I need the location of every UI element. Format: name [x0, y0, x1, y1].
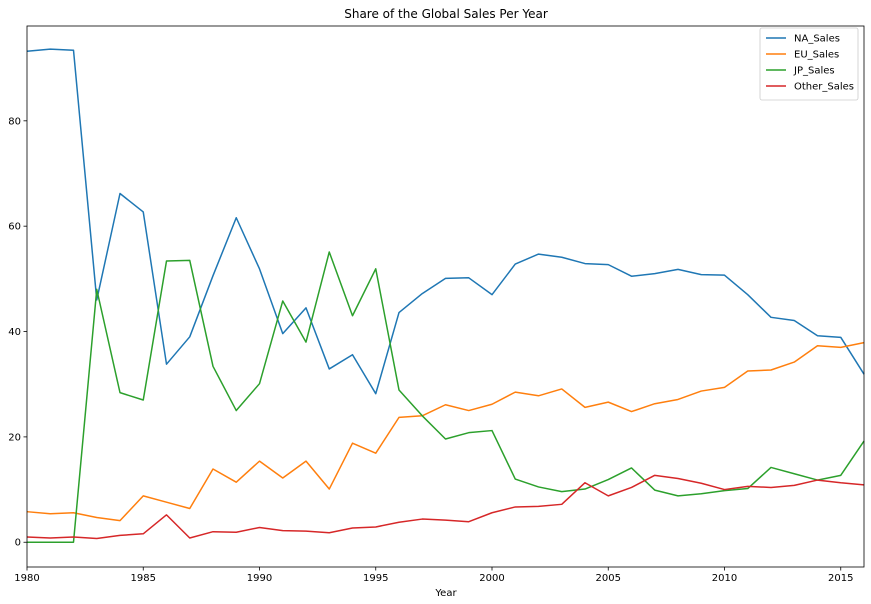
y-tick-label: 0 — [15, 538, 21, 549]
legend-label: Other_Sales — [794, 82, 854, 93]
y-tick-label: 60 — [8, 222, 21, 233]
series-line-other-sales — [26, 474, 865, 540]
x-tick-label: 1985 — [131, 573, 156, 584]
x-axis-title: Year — [434, 588, 457, 599]
series-line-eu-sales — [26, 341, 865, 522]
chart-title: Share of the Global Sales Per Year — [344, 7, 548, 21]
x-tick-label: 1980 — [14, 573, 39, 584]
legend-box — [759, 27, 859, 101]
x-tick-label: 2015 — [828, 573, 853, 584]
plot-frame — [26, 25, 865, 568]
y-tick-label: 80 — [8, 116, 21, 127]
legend-label: JP_Sales — [793, 66, 835, 77]
y-tick-label: 40 — [8, 327, 21, 338]
plot-lines — [26, 48, 865, 543]
legend: NA_Sales EU_Sales JP_Sales Other_Sales — [759, 27, 859, 101]
x-tick-label: 1995 — [363, 573, 388, 584]
series-line-na-sales — [26, 48, 865, 395]
legend-label: NA_Sales — [794, 34, 840, 45]
legend-label: EU_Sales — [794, 50, 839, 61]
y-tick-label: 20 — [8, 432, 21, 443]
x-tick-label: 2000 — [479, 573, 504, 584]
axes: 1980 1985 1990 1995 2000 2005 2010 2015 0 20 40 60 8… — [8, 25, 865, 584]
x-tick-label: 2010 — [712, 573, 737, 584]
x-tick-label: 1990 — [247, 573, 272, 584]
x-tick-label: 2005 — [596, 573, 621, 584]
series-line-jp-sales — [27, 251, 865, 543]
